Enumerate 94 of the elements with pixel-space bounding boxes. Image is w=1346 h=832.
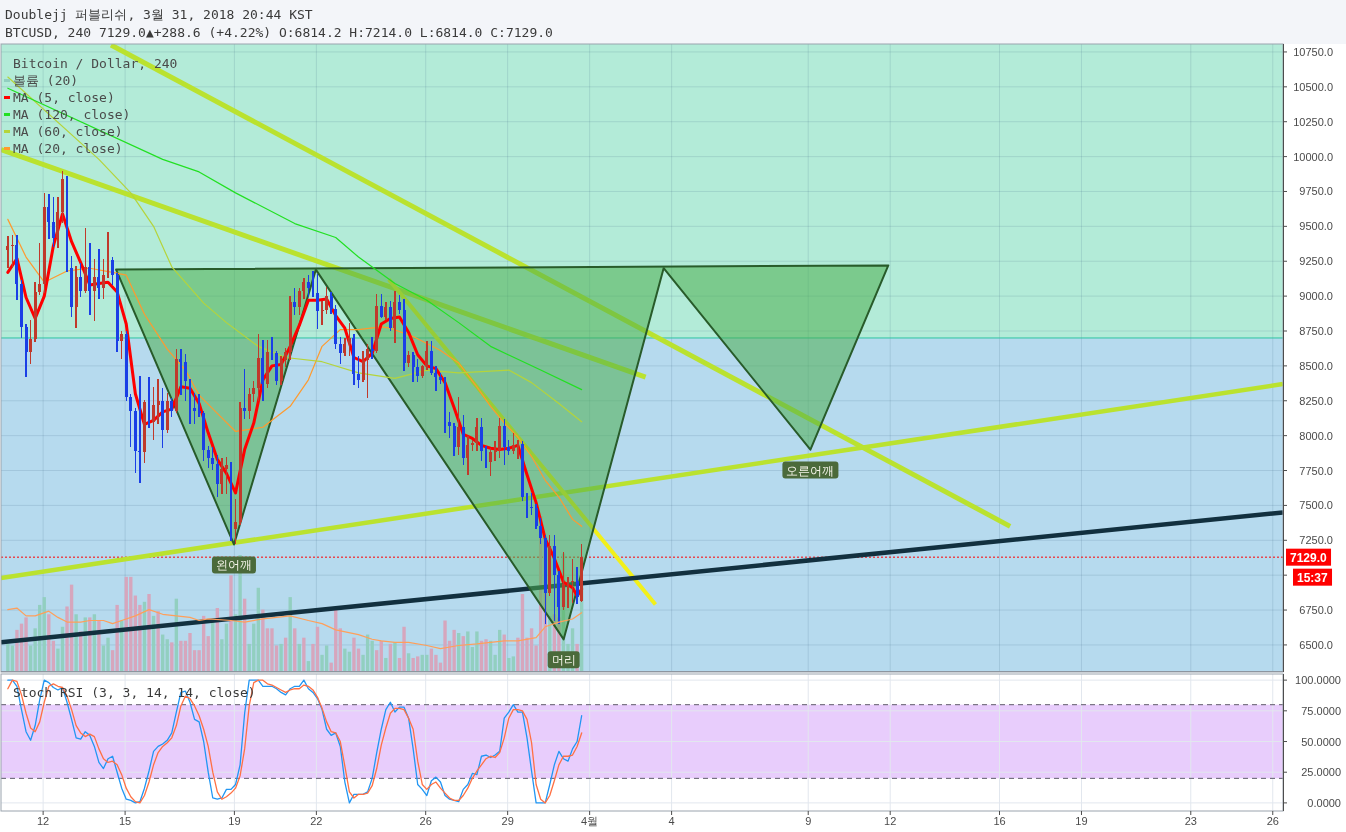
candlestick [97,248,101,299]
y-tick-label: 9750.0 [1299,185,1333,198]
chart-subtitle: BTCUSD, 240 7129.0▲+288.6 (+4.22%) O:6814.2 H:7214.0 L:6814.0 C:7129.0 [5,25,553,40]
line-series [7,218,583,527]
bar [147,594,151,672]
candlestick [156,378,160,425]
candlestick [88,243,92,316]
legend-title: Bitcoin / Dollar, 240 [13,56,178,71]
candlestick [302,278,306,299]
candlestick [6,236,10,269]
bar [179,640,183,672]
bar [6,643,10,672]
x-tick-label: 19 [228,815,241,827]
bar [97,620,101,672]
candlestick [138,375,142,483]
candlestick [197,393,201,418]
x-tick-label: 12 [884,815,897,827]
x-tick-label: 23 [1184,815,1197,827]
y-tick-label: 7750.0 [1299,464,1333,477]
candlestick [47,194,51,239]
y-tick-label: 10250.0 [1293,115,1333,128]
x-tick-label: 29 [501,815,514,827]
bar [384,657,388,672]
bar [47,614,51,672]
bar [352,637,356,672]
candlestick [370,336,374,359]
bar [270,628,274,672]
annotation: 오른어깨 [786,463,835,478]
candlestick [516,440,520,460]
bar [425,654,429,672]
bar [411,657,415,672]
y-tick-label: 8750.0 [1299,325,1333,337]
bar [393,642,397,672]
x-tick-label: 26 [1266,815,1279,827]
x-tick-label: 12 [37,815,50,827]
y-tick-label: 8500.0 [1299,359,1333,372]
bar [402,626,406,672]
line-series [7,679,583,804]
bar [475,631,479,672]
candlestick [261,339,265,401]
y-tick-label: 0.0000 [1307,796,1341,809]
y-tick-label: 8250.0 [1299,394,1333,407]
y-tick-label: 9000.0 [1299,290,1333,303]
x-tick-label: 19 [1075,815,1088,827]
y-tick-label: 25.0000 [1301,766,1341,779]
y-tick-label: 75.0000 [1301,704,1341,717]
candlestick [320,300,324,326]
y-tick-label: 8000.0 [1299,429,1333,442]
bar [106,637,110,672]
bar [229,575,233,672]
bar [484,639,488,672]
candlestick [434,366,438,391]
candlestick [270,336,274,361]
candlestick [493,441,497,461]
candlestick [220,458,224,495]
y-tick-label: 9250.0 [1299,255,1333,268]
annotation: 머리 [551,653,576,668]
x-tick-label: 16 [993,815,1006,827]
candlestick [411,352,415,383]
bar [443,620,447,672]
bar [24,617,28,672]
y-tick-label: 10750.0 [1293,45,1333,58]
bar [343,648,347,672]
x-tick-label: 9 [805,815,812,827]
bar [188,633,192,672]
chart-title: Doublejj 퍼블리쉬, 3월 31, 2018 20:44 KST [5,7,313,22]
x-tick-label: 4 [668,815,675,827]
bar [115,604,119,672]
y-tick-label: 9500.0 [1299,220,1333,233]
legend-label: MA (5, close) [13,90,115,105]
x-tick-label: 4월 [581,815,599,827]
x-tick-label: 26 [419,815,432,827]
y-tick-label: 7500.0 [1299,499,1333,512]
bar [279,643,283,672]
x-tick-label: 22 [310,815,323,827]
candlestick [566,576,570,609]
text: 15:37 [1297,570,1329,585]
y-tick-label: 6750.0 [1299,604,1333,617]
y-tick-label: 7250.0 [1299,534,1333,547]
annotation: 왼어깨 [215,558,252,573]
y-tick-label: 50.0000 [1301,735,1341,748]
y-tick-label: 100.0000 [1295,674,1341,687]
y-tick-label: 6500.0 [1299,638,1333,651]
x-tick-label: 15 [118,815,132,827]
bar [452,629,456,672]
candlestick [311,271,315,298]
ref-line-label: 7129.0 [1290,550,1328,565]
y-tick-label: 10000.0 [1293,150,1333,163]
candlestick [466,435,470,475]
y-tick-label: 10500.0 [1293,80,1333,93]
candlestick [179,349,183,395]
candlestick [475,417,479,451]
legend-label: 볼륨 (20) [13,73,79,88]
bar [302,637,306,672]
